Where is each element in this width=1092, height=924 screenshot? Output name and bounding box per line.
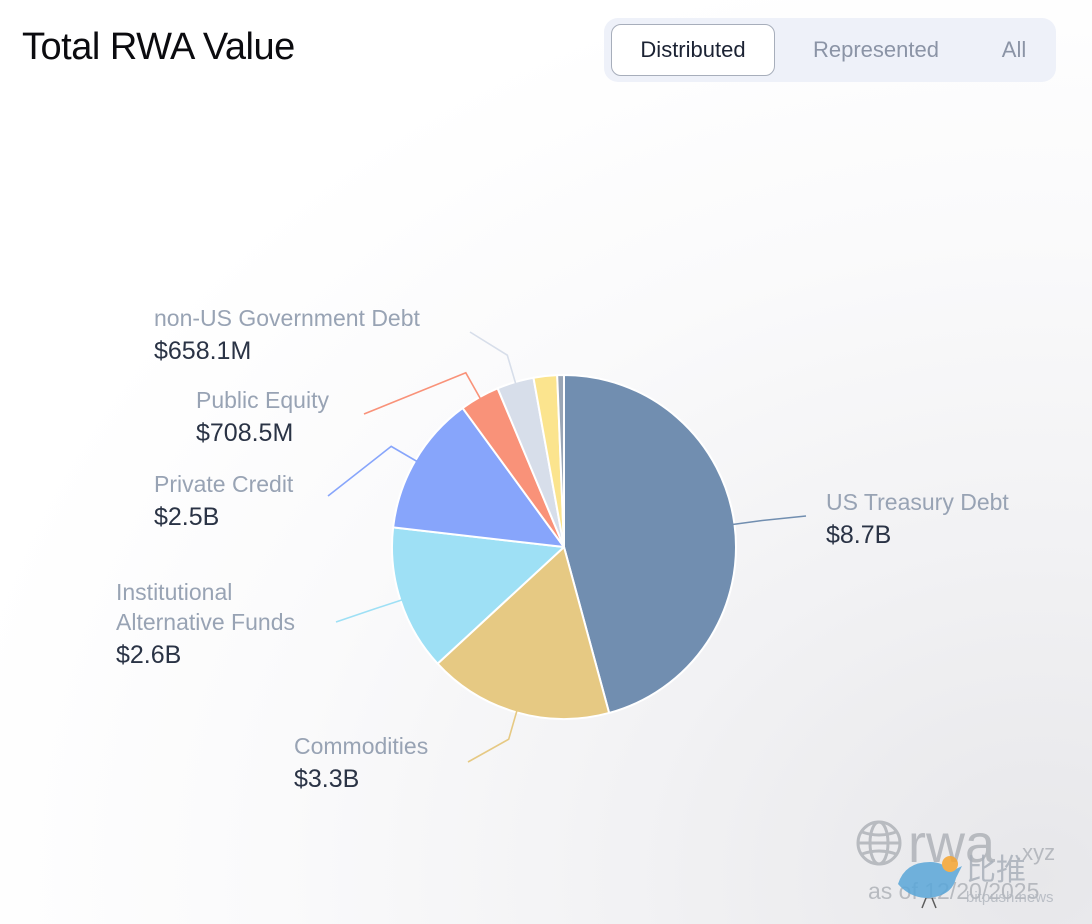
slice-label-value: $3.3B [294, 765, 359, 793]
leader-line [363, 371, 482, 415]
bird-icon [898, 856, 962, 909]
slice-label-name: Public Equity [196, 387, 329, 413]
slice-label-name: Commodities [294, 733, 428, 759]
bitpush-watermark: 比推 bitpush.news [898, 854, 1054, 909]
page-title: Total RWA Value [22, 26, 295, 68]
label-commodities: Commodities $3.3B [294, 733, 428, 793]
pie-slice[interactable] [556, 374, 565, 548]
slice-label-name: Alternative Funds [116, 609, 295, 635]
label-public-equity: Public Equity $708.5M [196, 387, 329, 447]
slice-label-name: non-US Government Debt [154, 305, 421, 331]
label-institutional-alternative-funds: Institutional Alternative Funds $2.6B [116, 579, 295, 669]
slice-label-value: $2.5B [154, 503, 219, 531]
label-non-us-government-debt: non-US Government Debt $658.1M [154, 305, 421, 365]
label-private-credit: Private Credit $2.5B [154, 471, 294, 531]
rwa-watermark: rwa .xyz as of 12/20/2025 [856, 814, 1055, 904]
watermark-cn: 比推 [966, 854, 1026, 887]
slice-label-value: $2.6B [116, 641, 181, 669]
slice-label-value: $658.1M [154, 337, 251, 365]
slice-label-name: Institutional [116, 579, 232, 605]
leader-line [335, 599, 403, 623]
globe-icon [856, 820, 902, 866]
leader-line [732, 515, 807, 526]
leader-line [469, 331, 517, 385]
watermark-domain: bitpush.news [966, 889, 1054, 906]
leader-line [327, 445, 418, 497]
pie-slices [391, 374, 737, 720]
tab-represented[interactable]: Represented [813, 37, 939, 62]
leader-lines [327, 331, 807, 763]
leader-line [467, 710, 518, 763]
view-toggle: Distributed Represented All [604, 18, 1056, 82]
slice-label-value: $708.5M [196, 419, 293, 447]
label-us-treasury-debt: US Treasury Debt $8.7B [826, 489, 1009, 549]
slice-label-value: $8.7B [826, 521, 891, 549]
slice-label-name: US Treasury Debt [826, 489, 1009, 515]
tab-all[interactable]: All [1001, 37, 1027, 62]
tab-distributed[interactable]: Distributed [611, 24, 775, 76]
watermark-brand-suffix: .xyz [1016, 840, 1055, 865]
slice-label-name: Private Credit [154, 471, 294, 497]
